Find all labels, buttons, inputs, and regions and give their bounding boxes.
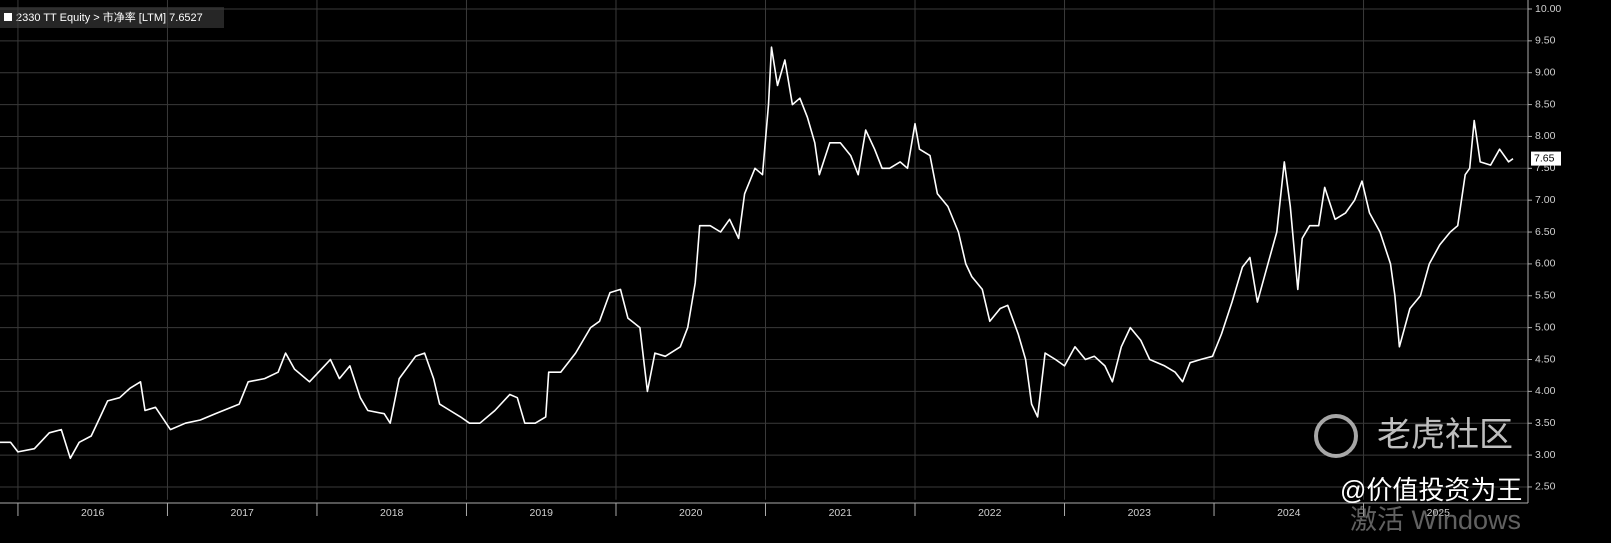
legend-box xyxy=(0,7,224,28)
y-tick-label: 3.00 xyxy=(1535,449,1556,461)
x-tick-label: 2023 xyxy=(1128,507,1152,519)
x-tick-label: 2021 xyxy=(829,507,853,519)
chart-title: 2330 TT Equity > 市净率 [LTM] 7.6527 xyxy=(16,10,203,24)
y-tick-label: 8.50 xyxy=(1535,98,1556,110)
y-tick-label: 2.50 xyxy=(1535,481,1556,493)
watermark: 老虎社区 xyxy=(1377,416,1513,454)
x-tick-label: 2025 xyxy=(1427,507,1451,519)
last-value-label: 7.65 xyxy=(1534,152,1555,164)
y-tick-label: 3.50 xyxy=(1535,417,1556,429)
os-notice: 激活 Windows xyxy=(1350,505,1521,535)
y-tick-label: 10.00 xyxy=(1535,3,1561,15)
x-tick-label: 2024 xyxy=(1277,507,1301,519)
x-tick-label: 2016 xyxy=(81,507,105,519)
y-tick-label: 5.50 xyxy=(1535,290,1556,302)
y-tick-label: 5.00 xyxy=(1535,321,1556,333)
y-tick-label: 6.00 xyxy=(1535,258,1556,270)
watermark-icon xyxy=(1314,414,1358,458)
y-tick-label: 4.50 xyxy=(1535,353,1556,365)
y-tick-label: 8.00 xyxy=(1535,130,1556,142)
x-tick-label: 2018 xyxy=(380,507,404,519)
x-tick-label: 2019 xyxy=(530,507,554,519)
y-tick-label: 6.50 xyxy=(1535,226,1556,238)
y-tick-label: 4.00 xyxy=(1535,385,1556,397)
legend-swatch xyxy=(4,13,12,21)
y-tick-label: 7.00 xyxy=(1535,194,1556,206)
last-value-tag xyxy=(1531,151,1561,166)
x-tick-label: 2017 xyxy=(231,507,255,519)
x-tick-label: 2022 xyxy=(978,507,1002,519)
author: @价值投资为王 xyxy=(1340,475,1522,505)
y-tick-label: 9.00 xyxy=(1535,66,1556,78)
line xyxy=(0,46,1514,460)
y-tick-label: 9.50 xyxy=(1535,35,1556,47)
x-tick-label: 2020 xyxy=(679,507,703,519)
